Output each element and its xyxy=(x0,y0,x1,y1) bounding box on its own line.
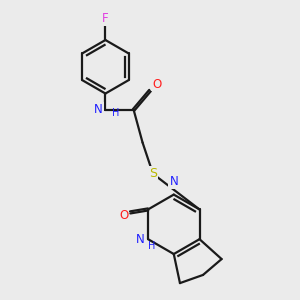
Text: N: N xyxy=(169,175,178,188)
Text: S: S xyxy=(149,167,157,180)
Text: O: O xyxy=(152,77,161,91)
Text: N: N xyxy=(136,233,145,246)
Text: H: H xyxy=(148,241,155,251)
Text: N: N xyxy=(94,103,103,116)
Text: H: H xyxy=(112,108,119,118)
Text: F: F xyxy=(102,12,109,25)
Text: O: O xyxy=(119,209,128,222)
